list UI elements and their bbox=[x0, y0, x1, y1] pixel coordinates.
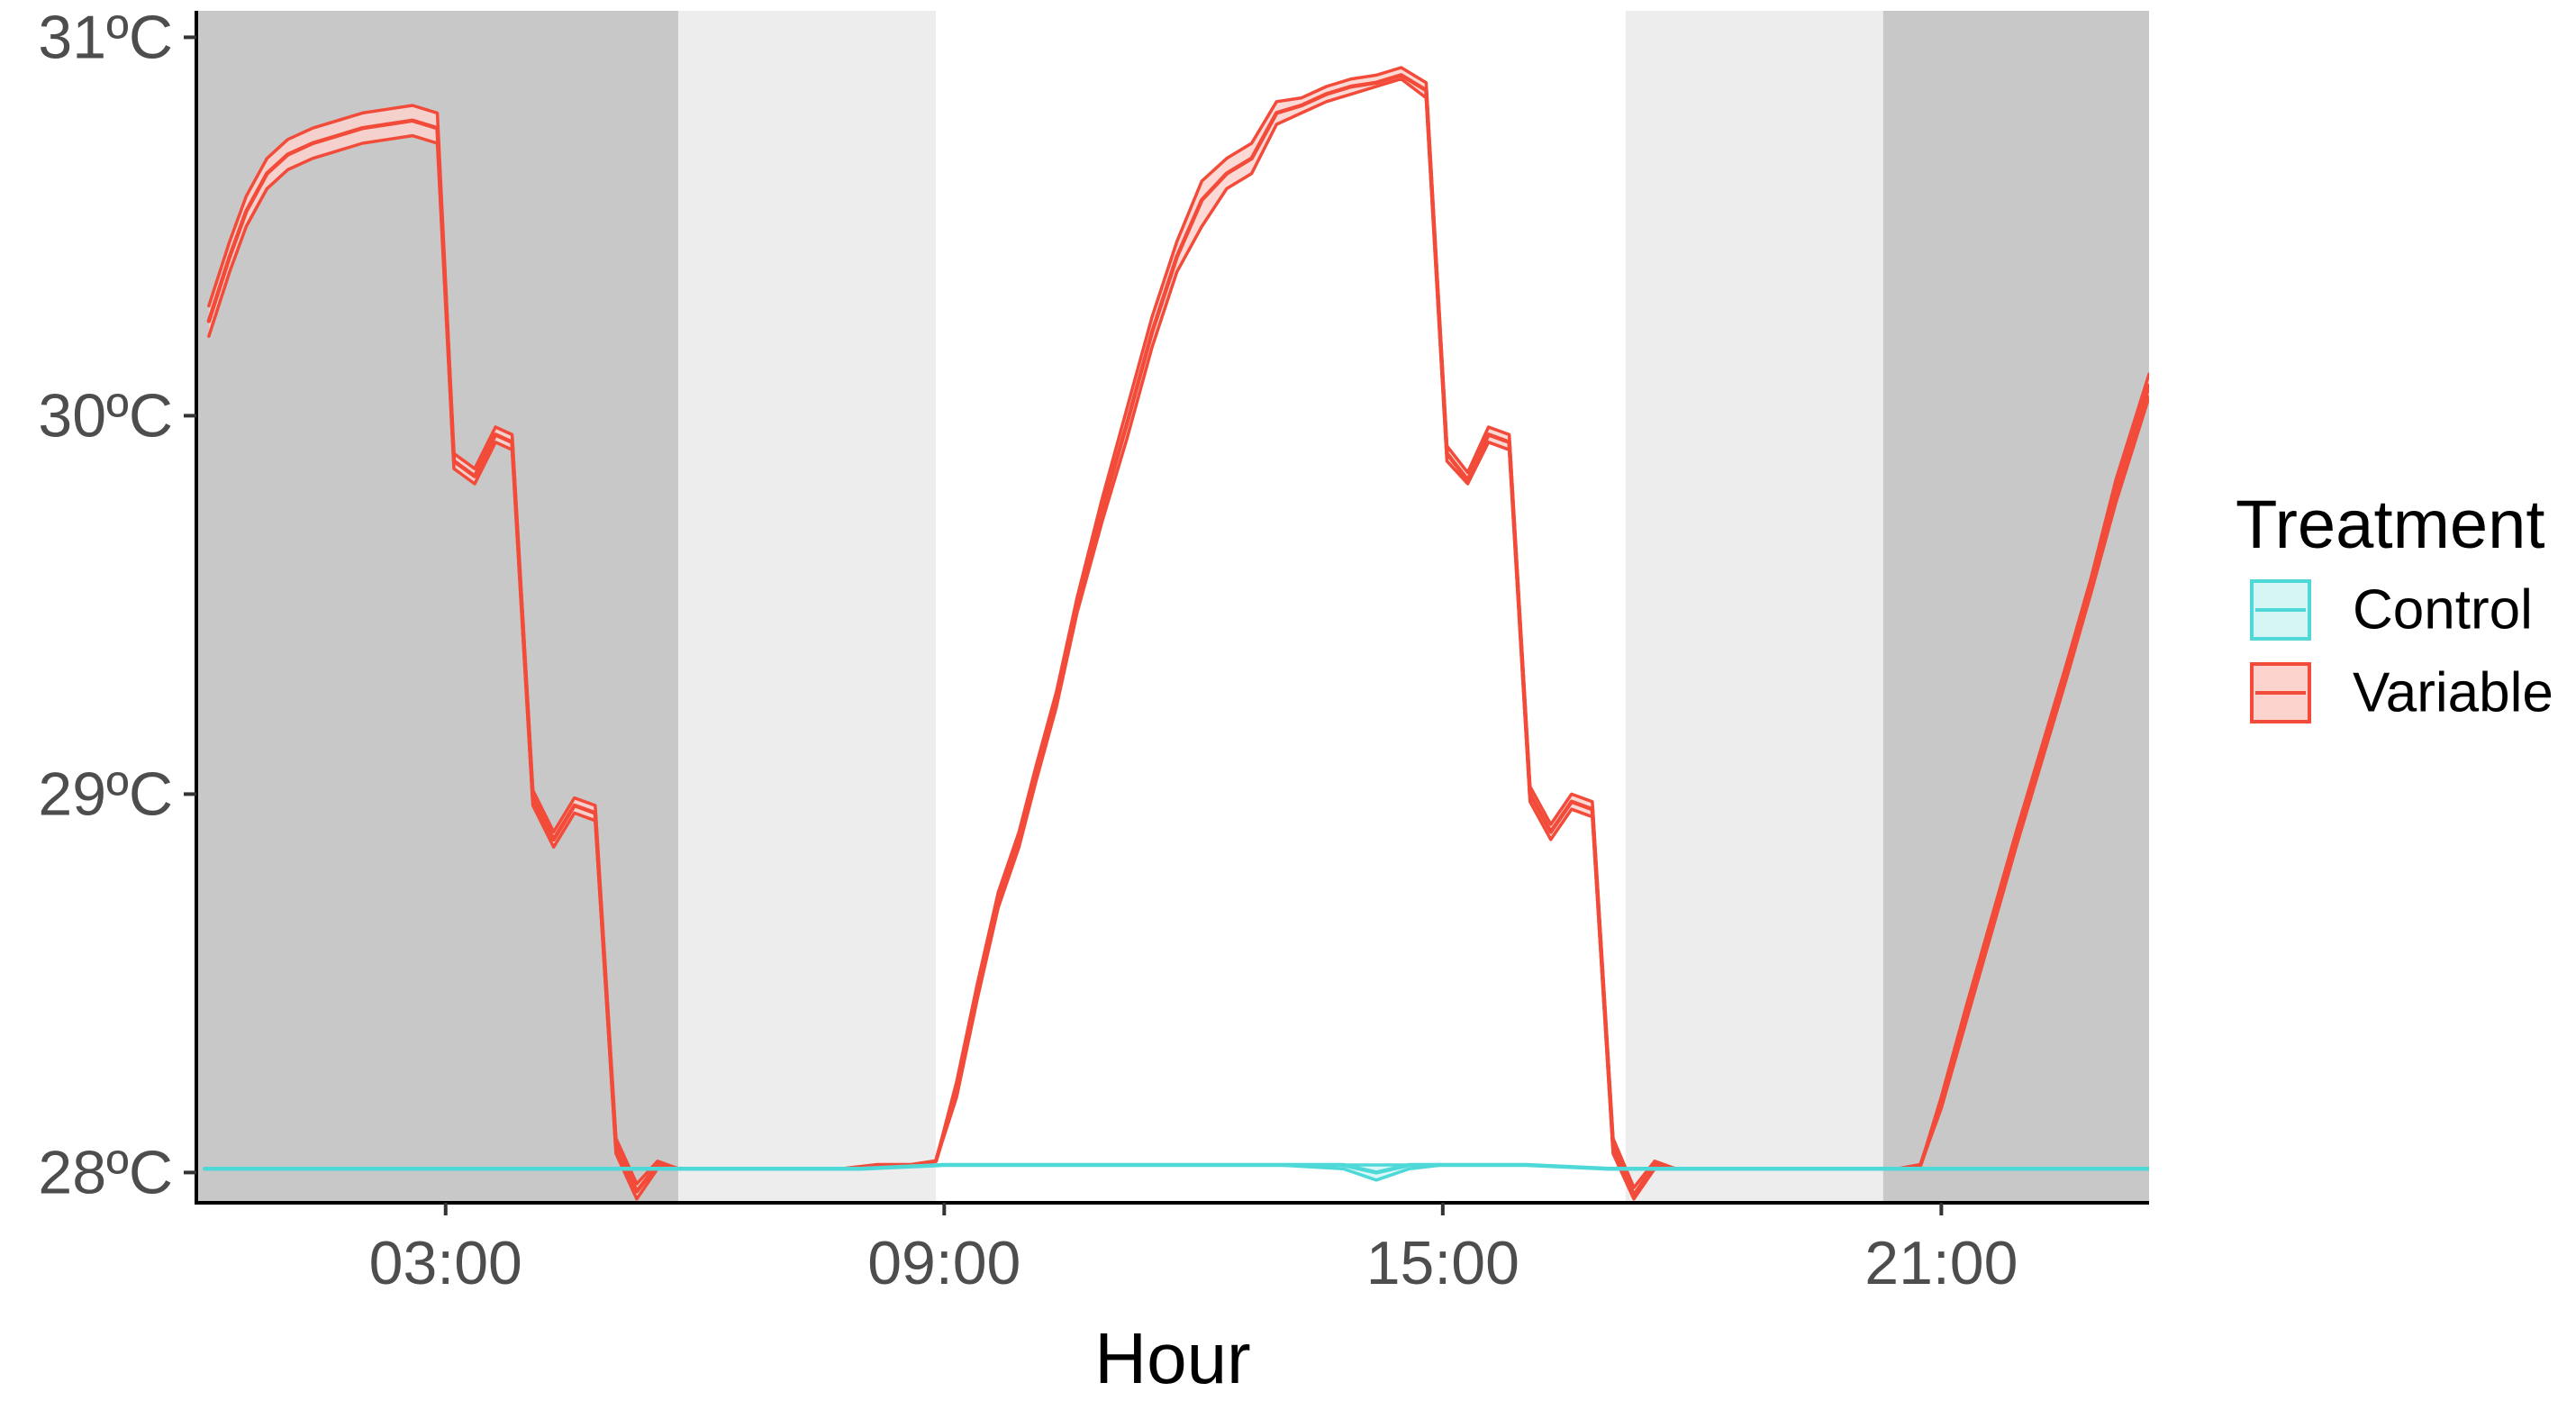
y-tick-label: 30ºC bbox=[38, 381, 173, 450]
legend-title: Treatment bbox=[2236, 487, 2545, 563]
y-tick-label: 31ºC bbox=[38, 3, 173, 71]
series-control bbox=[202, 1162, 2149, 1182]
x-tick-label: 09:00 bbox=[867, 1229, 1020, 1297]
legend-item-control: Control bbox=[2250, 579, 2533, 641]
background-band-light bbox=[678, 11, 937, 1203]
tick-marks: 28ºC 29ºC 30ºC 31ºC 03:00 09:00 15:00 21:00 bbox=[38, 3, 2018, 1297]
legend-label-variable: Variable bbox=[2353, 662, 2553, 724]
background-bands bbox=[196, 11, 2149, 1203]
y-tick-label: 29ºC bbox=[38, 760, 173, 828]
x-tick-label: 03:00 bbox=[369, 1229, 522, 1297]
series-layer bbox=[202, 66, 2149, 1201]
legend-item-variable: Variable bbox=[2250, 662, 2553, 724]
x-tick-label: 21:00 bbox=[1864, 1229, 2018, 1297]
axes bbox=[195, 11, 2149, 1205]
x-tick-label: 15:00 bbox=[1366, 1229, 1519, 1297]
x-axis-title: Hour bbox=[1094, 1318, 1250, 1398]
background-band-light bbox=[1625, 11, 1883, 1203]
legend: Treatment Control Variable bbox=[2236, 487, 2553, 724]
legend-label-control: Control bbox=[2353, 579, 2533, 641]
y-tick-label: 28ºC bbox=[38, 1138, 173, 1206]
background-band-dark bbox=[1882, 11, 2149, 1203]
background-band-dark bbox=[196, 11, 679, 1203]
line-mean-control bbox=[202, 1162, 2149, 1175]
